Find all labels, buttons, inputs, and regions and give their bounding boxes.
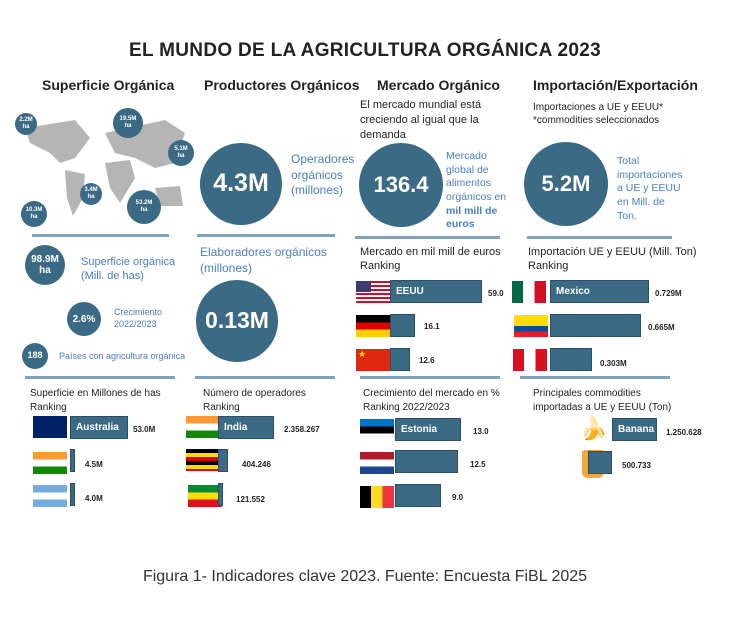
flag-usa bbox=[356, 281, 390, 303]
operators-bar-1: India bbox=[218, 416, 274, 439]
import-bar-2 bbox=[550, 314, 641, 337]
import-bar-3 bbox=[550, 348, 592, 371]
area-value-1: 53.0M bbox=[133, 425, 156, 434]
area-bar-2 bbox=[70, 449, 75, 472]
area-ranking-title: Superficie en Millones de has bbox=[30, 388, 161, 399]
operators-label: Operadores orgánicos (millones) bbox=[291, 152, 355, 198]
market-circle: 136.4 bbox=[359, 143, 443, 227]
processors-label: Elaboradores orgánicos (millones) bbox=[200, 245, 327, 275]
header-importacion: Importación/Exportación bbox=[533, 77, 698, 93]
market-value-1: 59.0 bbox=[488, 289, 504, 298]
flag-argentina bbox=[33, 485, 67, 507]
flag-china: ★ bbox=[356, 349, 390, 371]
flag-peru bbox=[513, 349, 547, 371]
market-value-2: 16.1 bbox=[424, 322, 440, 331]
flag-australia bbox=[33, 416, 67, 438]
map-label-north-america: 2.2M ha bbox=[15, 113, 37, 135]
operators-value-1: 2.358.267 bbox=[284, 425, 320, 434]
growth-circle: 2.6% bbox=[67, 302, 101, 336]
area-value-3: 4.0M bbox=[85, 494, 103, 503]
import-intro-2: *commodities seleccionados bbox=[533, 115, 660, 126]
market-label: Mercado global de alimentos orgánicos en… bbox=[446, 150, 507, 231]
growth-label: Crecimiento 2022/2023 bbox=[114, 307, 163, 329]
figure-caption: Figura 1- Indicadores clave 2023. Fuente… bbox=[142, 568, 588, 585]
growth-value-2: 12.5 bbox=[470, 460, 486, 469]
growth-value-1: 13.0 bbox=[473, 427, 489, 436]
map-label-europe: 19.5M ha bbox=[113, 108, 143, 138]
import-intro-1: Importaciones a UE y EEUU* bbox=[533, 102, 664, 113]
flag-estonia bbox=[360, 419, 394, 441]
divider bbox=[32, 234, 169, 237]
import-ranking-sub: Ranking bbox=[528, 260, 569, 272]
divider bbox=[197, 234, 335, 237]
commodity-value-2: 500.733 bbox=[622, 461, 651, 470]
import-value-2: 0.665M bbox=[648, 323, 675, 332]
divider bbox=[355, 236, 500, 239]
divider bbox=[25, 376, 175, 379]
import-value-1: 0.729M bbox=[655, 289, 682, 298]
growth-ranking-sub: Ranking 2022/2023 bbox=[363, 402, 450, 413]
flag-belgium bbox=[360, 486, 394, 508]
flag-mexico bbox=[512, 281, 546, 303]
flag-netherlands bbox=[360, 452, 394, 474]
flag-ethiopia bbox=[188, 485, 222, 507]
commodities-title: Principales commodities importadas a UE … bbox=[533, 388, 672, 413]
flag-india bbox=[186, 416, 220, 438]
flag-india bbox=[33, 452, 67, 474]
area-bar-3 bbox=[70, 483, 75, 506]
flag-germany bbox=[356, 315, 390, 337]
countries-label: Países con agricultura orgánica bbox=[59, 351, 186, 361]
operators-bar-3 bbox=[218, 483, 223, 506]
header-productores: Productores Orgánicos bbox=[204, 77, 360, 93]
market-ranking-sub: Ranking bbox=[360, 260, 401, 272]
world-map: 2.2M ha 19.5M ha 5.1M ha 3.4M ha 10.3M ha 53.… bbox=[15, 108, 195, 227]
import-bar-1: Mexico bbox=[550, 280, 649, 303]
import-label: Total importaciones a UE y EEUU en Mill.… bbox=[617, 155, 683, 222]
commodity-bar-2 bbox=[588, 451, 612, 474]
divider bbox=[527, 236, 672, 239]
market-ranking-title: Mercado en mil mill de euros bbox=[360, 246, 501, 258]
commodity-value-1: 1.250.628 bbox=[666, 428, 702, 437]
market-bar-2 bbox=[390, 314, 415, 337]
divider bbox=[195, 376, 335, 379]
map-label-africa: 3.4M ha bbox=[80, 183, 102, 205]
area-ranking-sub: Ranking bbox=[30, 402, 67, 413]
countries-circle: 188 bbox=[22, 343, 48, 369]
operators-value-3: 121.552 bbox=[236, 495, 265, 504]
infographic-title: EL MUNDO DE LA AGRICULTURA ORGÁNICA 2023 bbox=[129, 40, 601, 61]
banana-icon: 🍌 bbox=[580, 416, 608, 441]
operators-circle: 4.3M bbox=[200, 143, 282, 225]
divider bbox=[360, 376, 500, 379]
commodity-bar-1: Banana bbox=[612, 418, 657, 441]
divider bbox=[520, 376, 670, 379]
market-value-3: 12.6 bbox=[419, 356, 435, 365]
total-area-label: Superficie orgánica (Mill. de has) bbox=[81, 256, 176, 283]
area-value-2: 4.5M bbox=[85, 460, 103, 469]
growth-bar-1: Estonia bbox=[395, 418, 461, 441]
map-label-oceania: 53.2M ha bbox=[127, 190, 161, 224]
processors-circle: 0.13M bbox=[196, 280, 278, 362]
growth-ranking-title: Crecimiento del mercado en % bbox=[363, 388, 500, 399]
operators-ranking-title: Número de operadores bbox=[203, 388, 306, 399]
growth-value-3: 9.0 bbox=[452, 493, 464, 502]
growth-bar-3 bbox=[395, 484, 441, 507]
import-circle: 5.2M bbox=[524, 142, 608, 226]
market-bar-1: EEUU bbox=[390, 280, 482, 303]
market-intro: El mercado mundial está creciendo al igu… bbox=[360, 99, 482, 141]
header-mercado: Mercado Orgánico bbox=[377, 77, 500, 93]
market-bar-3 bbox=[390, 348, 410, 371]
flag-ecuador bbox=[514, 315, 548, 337]
header-superficie: Superficie Orgánica bbox=[42, 77, 175, 93]
map-label-asia: 5.1M ha bbox=[168, 140, 194, 166]
growth-bar-2 bbox=[395, 450, 458, 473]
operators-ranking-sub: Ranking bbox=[203, 402, 240, 413]
operators-value-2: 404.246 bbox=[242, 460, 271, 469]
total-area-circle: 98.9M ha bbox=[25, 245, 65, 285]
import-value-3: 0.303M bbox=[600, 359, 627, 368]
map-label-south-america: 10.3M ha bbox=[21, 201, 47, 227]
import-ranking-title: Importación UE y EEUU (Mill. Ton) bbox=[528, 246, 697, 258]
flag-uganda bbox=[186, 449, 220, 471]
operators-bar-2 bbox=[218, 449, 228, 472]
area-bar-1: Australia bbox=[70, 416, 128, 439]
